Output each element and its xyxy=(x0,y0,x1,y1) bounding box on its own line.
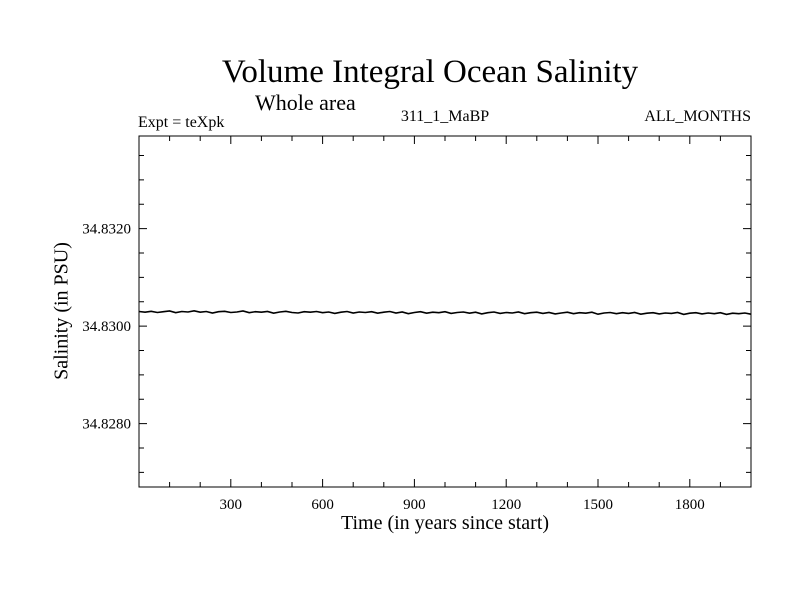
experiment-label: Expt = teXpk xyxy=(138,114,225,131)
x-tick-label: 1500 xyxy=(583,497,613,513)
y-tick-label: 34.8320 xyxy=(82,222,131,238)
y-tick-label: 34.8300 xyxy=(82,319,131,335)
run-label: 311_1_MaBP xyxy=(400,108,490,125)
chart-subtitle: Whole area xyxy=(255,90,356,115)
x-tick-label: 1800 xyxy=(675,497,705,513)
y-tick-label: 34.8280 xyxy=(82,417,131,433)
x-tick-label: 600 xyxy=(311,497,334,513)
months-label: ALL_MONTHS xyxy=(644,108,751,125)
x-tick-label: 900 xyxy=(403,497,426,513)
x-tick-label: 1200 xyxy=(491,497,521,513)
salinity-line xyxy=(138,309,752,316)
x-axis-label: Time (in years since start) xyxy=(340,512,550,534)
x-tick-label: 300 xyxy=(220,497,243,513)
chart-title: Volume Integral Ocean Salinity xyxy=(221,54,639,90)
